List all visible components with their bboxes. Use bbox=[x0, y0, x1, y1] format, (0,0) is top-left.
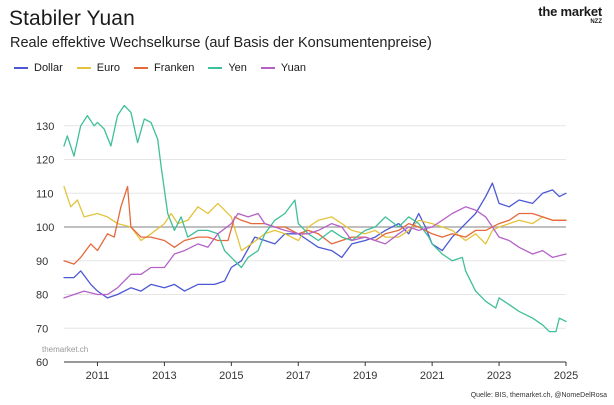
brand-sub: NZZ bbox=[590, 19, 602, 25]
y-tick-label: 100 bbox=[36, 222, 54, 234]
series-line-yuan bbox=[63, 206, 567, 299]
x-tick-label: 2019 bbox=[353, 370, 377, 382]
series-line-yen bbox=[63, 104, 567, 333]
y-tick-label: 80 bbox=[36, 290, 48, 302]
y-tick-label: 130 bbox=[36, 121, 54, 133]
chart-legend: Dollar Euro Franken Yen Yuan bbox=[14, 62, 306, 74]
watermark: themarket.ch bbox=[42, 345, 88, 354]
y-tick-label: 110 bbox=[36, 188, 54, 200]
legend-label: Euro bbox=[96, 62, 120, 74]
x-tick-label: 2023 bbox=[487, 370, 511, 382]
legend-label: Dollar bbox=[34, 62, 63, 74]
x-tick-label: 2017 bbox=[286, 370, 310, 382]
x-tick-label: 2013 bbox=[152, 370, 176, 382]
source-note: Quelle: BIS, themarket.ch, @NomeDelRosa bbox=[470, 392, 607, 399]
legend-item-yuan: Yuan bbox=[260, 62, 306, 74]
chart-title: Stabiler Yuan bbox=[9, 7, 135, 30]
legend-swatch bbox=[133, 67, 148, 69]
y-tick-label: 60 bbox=[36, 357, 48, 369]
legend-item-yen: Yen bbox=[208, 62, 247, 74]
series-line-franken bbox=[63, 185, 567, 265]
y-tick-label: 70 bbox=[36, 323, 48, 335]
x-tick-label: 2015 bbox=[219, 370, 243, 382]
y-tick-label: 120 bbox=[36, 155, 54, 167]
legend-swatch bbox=[260, 67, 275, 69]
x-tick-label: 2011 bbox=[86, 370, 110, 382]
legend-item-dollar: Dollar bbox=[14, 62, 63, 74]
legend-swatch bbox=[14, 67, 28, 69]
legend-swatch bbox=[208, 67, 223, 69]
y-tick-label: 90 bbox=[36, 256, 48, 268]
legend-item-euro: Euro bbox=[76, 62, 120, 74]
legend-label: Franken bbox=[153, 62, 195, 74]
series-line-dollar bbox=[63, 182, 567, 299]
legend-label: Yuan bbox=[280, 62, 306, 74]
legend-label: Yen bbox=[228, 62, 247, 74]
brand-name: the market bbox=[538, 4, 602, 19]
x-tick-label: 2021 bbox=[420, 370, 444, 382]
legend-item-franken: Franken bbox=[133, 62, 195, 74]
chart-subtitle: Reale effektive Wechselkurse (auf Basis … bbox=[10, 35, 432, 51]
legend-swatch bbox=[76, 67, 91, 69]
series-line-euro bbox=[63, 185, 567, 252]
brand-logo: the market NZZ bbox=[538, 5, 602, 25]
x-tick-label: 2025 bbox=[554, 370, 578, 382]
